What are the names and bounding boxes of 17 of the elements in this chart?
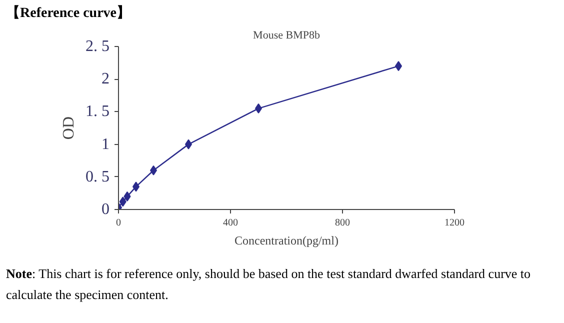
chart-subtitle: Mouse BMP8b	[253, 30, 320, 42]
y-tick-label: 1. 5	[86, 103, 110, 120]
point	[119, 196, 126, 207]
point	[124, 191, 131, 202]
chart-title: 【Reference curve】	[6, 6, 131, 21]
y-axis-title: OD	[60, 116, 78, 140]
y-tick-label: 2. 5	[86, 38, 110, 55]
x-tick-label: 400	[223, 218, 238, 228]
y-tick-label: 0	[102, 201, 110, 218]
x-axis-title: Concentration(pg/ml)	[234, 234, 338, 248]
y-tick-label: 2	[102, 70, 110, 88]
y-tick-label: 0. 5	[86, 168, 110, 186]
x-tick-label: 1200	[444, 218, 464, 228]
y-tick-label: 1	[102, 136, 110, 153]
text: Note: This chart is for reference only, should be based on the test standard dwarfed standard curve to calculate the specimen content.	[6, 265, 532, 304]
x-tick-label: 800	[335, 218, 350, 228]
x-tick-label: 0	[116, 218, 121, 228]
